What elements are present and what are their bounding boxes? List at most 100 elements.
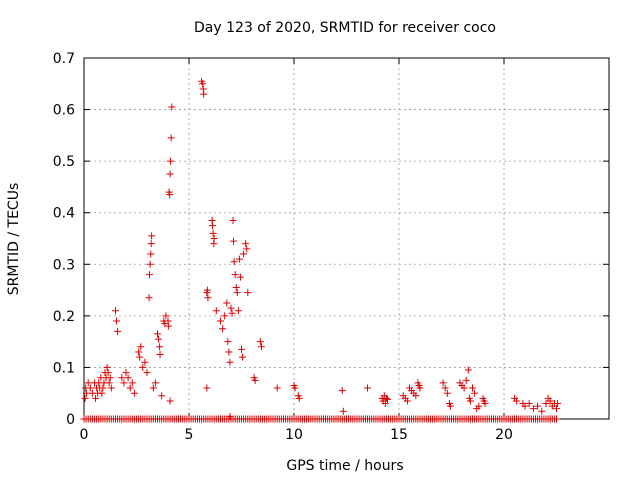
data-point (439, 379, 447, 387)
data-point (227, 304, 235, 312)
data-point (230, 258, 238, 266)
data-point (112, 307, 119, 315)
data-point (136, 353, 144, 361)
data-point (146, 271, 154, 279)
x-tick-label: 20 (495, 427, 513, 443)
tick-labels: 0 0.1 0.2 0.3 0.4 0.5 0.6 0.7 0 5 10 15 20 (53, 51, 513, 443)
data-point (513, 397, 521, 405)
data-point (106, 374, 114, 382)
data-point (166, 397, 174, 405)
y-tick-label: 0.5 (53, 154, 75, 170)
data-point (381, 400, 389, 408)
data-point (148, 232, 156, 240)
data-point (81, 394, 89, 402)
data-point (139, 363, 147, 371)
data-point (200, 90, 208, 98)
data-point (554, 400, 562, 408)
data-point (234, 307, 242, 315)
data-point (166, 170, 174, 178)
data-point (164, 317, 172, 325)
data-point (230, 237, 238, 245)
data-point (168, 103, 176, 111)
data-point (382, 394, 390, 402)
y-tick-label: 0.4 (53, 206, 75, 222)
zero-band-markers (80, 415, 560, 423)
data-point (257, 343, 265, 351)
data-point (441, 384, 449, 392)
data-points (81, 77, 562, 420)
data-point (475, 402, 483, 410)
data-point (221, 312, 229, 320)
data-point (122, 369, 130, 377)
data-point (107, 384, 115, 392)
data-point (466, 397, 474, 405)
data-point (104, 369, 112, 377)
zero-point (553, 415, 560, 423)
data-point (114, 327, 122, 335)
data-point (126, 384, 134, 392)
data-point (383, 395, 391, 403)
data-point (251, 376, 259, 384)
data-point (145, 294, 153, 302)
data-point (403, 397, 411, 405)
data-point (212, 307, 220, 315)
data-point (226, 358, 234, 366)
data-point (128, 379, 136, 387)
y-axis-label: SRMTID / TECUs (6, 183, 22, 296)
data-point (553, 405, 560, 413)
data-point (105, 379, 113, 387)
plot-frame (83, 57, 610, 420)
y-tick-label: 0.3 (53, 257, 75, 273)
data-point (236, 273, 244, 281)
data-point (243, 245, 251, 253)
data-point (416, 384, 424, 392)
data-point (460, 384, 468, 392)
data-point (203, 286, 211, 294)
data-point (147, 240, 155, 248)
data-point (83, 389, 91, 397)
data-point (443, 389, 451, 397)
data-point (86, 384, 94, 392)
data-point (210, 235, 218, 242)
data-point (291, 384, 299, 392)
data-point (446, 402, 454, 410)
data-point (92, 394, 100, 402)
data-point (209, 229, 217, 237)
data-point (219, 325, 227, 333)
data-point (156, 343, 164, 351)
data-point (155, 335, 163, 343)
y-tick-label: 0.1 (53, 360, 75, 376)
data-point (120, 379, 128, 387)
data-point (167, 157, 175, 165)
y-tick-label: 0.7 (53, 51, 75, 67)
data-point (166, 191, 174, 199)
x-axis-label: GPS time / hours (286, 458, 403, 474)
data-point (339, 407, 347, 415)
data-point (118, 374, 126, 382)
data-point (154, 330, 161, 338)
x-tick-label: 0 (80, 427, 89, 443)
data-point (149, 384, 157, 392)
y-tick-label: 0 (66, 412, 75, 428)
data-point (137, 343, 145, 351)
data-point (135, 348, 143, 356)
data-point (534, 402, 542, 410)
data-point (233, 289, 241, 297)
data-point (229, 216, 237, 224)
data-point (481, 400, 489, 408)
data-point (462, 376, 470, 384)
data-point (525, 400, 533, 408)
grid-lines (84, 58, 609, 419)
data-point (546, 397, 554, 405)
data-point (231, 271, 239, 279)
x-tick-label: 5 (185, 427, 194, 443)
data-point (151, 379, 159, 387)
data-point (242, 240, 250, 248)
data-point (147, 250, 155, 258)
data-point (199, 80, 207, 88)
data-point (209, 222, 217, 230)
data-point (469, 384, 476, 392)
data-point (223, 299, 231, 307)
data-point (130, 389, 138, 397)
data-point (124, 374, 132, 382)
